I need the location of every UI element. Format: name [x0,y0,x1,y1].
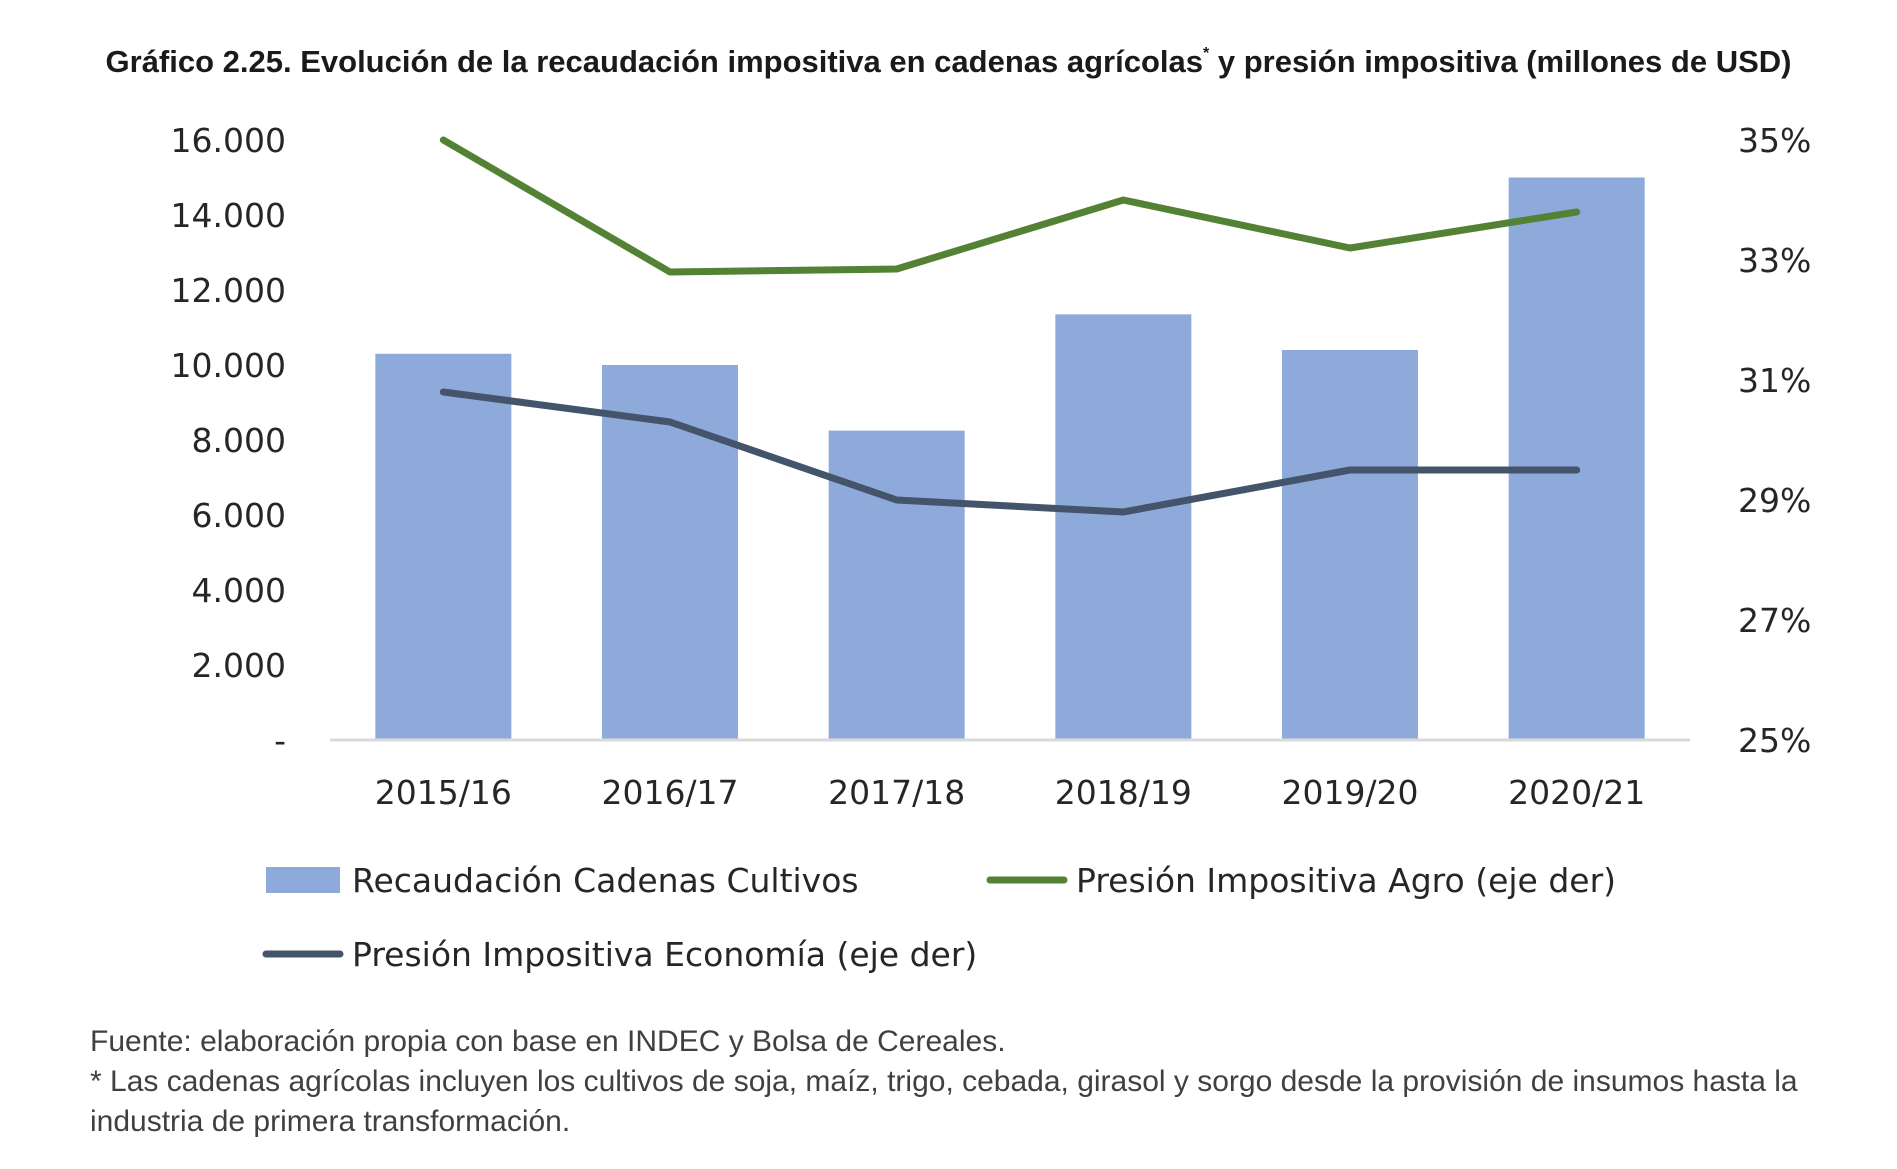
chart-title-suffix: y presión impositiva (millones de USD) [1209,44,1792,79]
legend-label: Recaudación Cadenas Cultivos [352,861,859,900]
left-axis-tick-label: 10.000 [171,346,286,385]
bar [375,353,512,740]
chart-title-footnote-mark: * [1203,45,1210,62]
bar [602,365,738,740]
bar [1055,314,1192,740]
x-axis-ticks: 2015/16 2016/17 2017/18 2018/19 2019/20 2020/… [375,773,1645,812]
footer: Fuente: elaboración propia con base en I… [90,1022,1850,1142]
line-series [439,136,1581,516]
right-axis-tick-label: 33% [1738,241,1811,280]
right-axis-tick-label: 35% [1738,121,1811,160]
bar-series [375,177,1645,740]
x-axis-tick-label: 2017/18 [828,773,965,812]
x-axis-tick-label: 2018/19 [1055,773,1192,812]
source-note: Fuente: elaboración propia con base en I… [90,1025,1006,1058]
legend: Recaudación Cadenas Cultivos Presión Impo… [262,861,1616,974]
left-axis-tick-label: 2.000 [192,646,286,685]
left-axis-tick-label: - [274,721,286,760]
right-axis-tick-label: 31% [1738,361,1811,400]
agro-pressure-line [439,136,1581,276]
right-axis-tick-label: 27% [1738,601,1811,640]
left-axis-tick-label: 4.000 [192,571,286,610]
bar [1508,177,1645,740]
legend-swatch-bar [266,867,340,893]
left-axis-tick-label: 6.000 [192,496,286,535]
x-axis-tick-label: 2019/20 [1281,773,1418,812]
left-axis-tick-label: 12.000 [171,271,286,310]
right-axis-tick-label: 29% [1738,481,1811,520]
chart-title: Gráfico 2.25. Evolución de la recaudació… [0,44,1897,80]
x-axis-tick-label: 2015/16 [375,773,512,812]
x-axis-tick-label: 2020/21 [1508,773,1645,812]
chart-title-main: Gráfico 2.25. Evolución de la recaudació… [105,44,1203,79]
bar [1282,350,1418,740]
right-axis-ticks: 25% 27% 29% 31% 33% 35% [1738,121,1811,760]
bar [828,430,965,740]
right-axis-tick-label: 25% [1738,721,1811,760]
left-axis-tick-label: 8.000 [192,421,286,460]
footnote: * Las cadenas agrícolas incluyen los cul… [90,1065,1798,1138]
x-axis-tick-label: 2016/17 [601,773,738,812]
legend-label: Presión Impositiva Agro (eje der) [1076,861,1616,900]
legend-label: Presión Impositiva Economía (eje der) [352,935,977,974]
left-axis-tick-label: 16.000 [171,121,286,160]
economy-pressure-line [439,388,1581,516]
left-axis-tick-label: 14.000 [171,196,286,235]
left-axis-ticks: - 2.000 4.000 6.000 8.000 10.000 12.000 14.000 1… [171,121,286,760]
